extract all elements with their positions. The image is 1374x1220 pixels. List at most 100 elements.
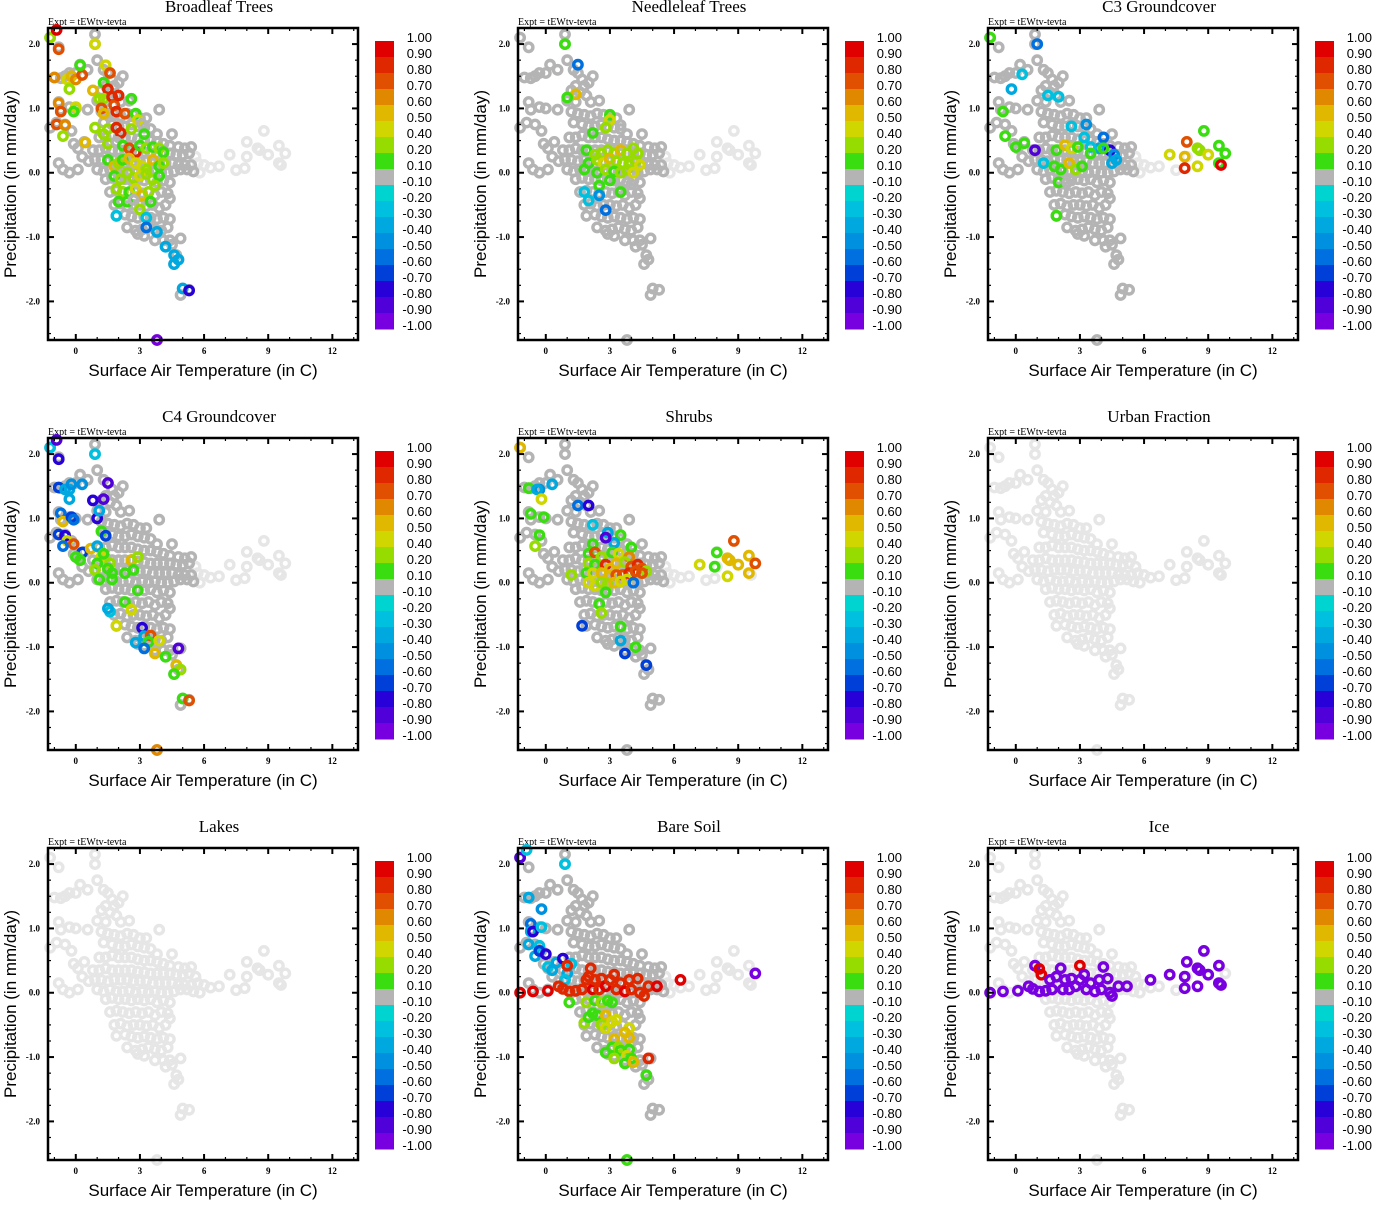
data-point [582, 557, 595, 570]
colorbar: 1.000.900.800.700.600.500.400.200.10-0.1… [1315, 850, 1372, 1153]
data-point [1005, 83, 1018, 96]
colorbar-label: -0.50 [872, 238, 902, 253]
x-tick-label: 0 [1014, 1166, 1019, 1176]
axes-frame [46, 846, 360, 1162]
neutral-point [1003, 166, 1016, 179]
data-point [1084, 147, 1097, 160]
colorbar-bin [375, 595, 394, 612]
x-tick-label: 12 [1268, 1166, 1278, 1176]
background-point [1076, 1007, 1089, 1020]
background-point [1056, 596, 1069, 608]
data-point [140, 221, 153, 234]
neutral-point [539, 67, 552, 79]
colorbar-label: 0.90 [1347, 456, 1372, 471]
colorbar-bin [1315, 1005, 1334, 1022]
background-point [732, 968, 745, 981]
colorbar-label: -0.10 [402, 584, 432, 599]
data-point [1039, 984, 1052, 997]
scatter-panel: Shrubs Expt = tEWtv-tevta 0 3 6 9 12 2.0 1.0 0.0 -… [470, 407, 930, 810]
y-tick-label: -2.0 [496, 1116, 511, 1126]
background-point [749, 147, 762, 160]
background-point [1103, 586, 1116, 599]
neutral-point [131, 621, 144, 634]
neutral-point [119, 541, 131, 554]
colorbar: 1.000.900.800.700.600.500.400.200.10-0.1… [845, 30, 902, 333]
colorbar-label: 0.40 [407, 126, 432, 141]
colorbar-bin [375, 249, 394, 266]
neutral-point [595, 1030, 608, 1043]
neutral-point [153, 513, 166, 526]
x-tick-label: 9 [1206, 1166, 1211, 1176]
background-point [1029, 448, 1041, 460]
data-point [561, 959, 574, 972]
y-tick-label: 0.0 [29, 578, 41, 588]
neutral-point [591, 927, 604, 940]
colorbar-bin [375, 169, 394, 186]
background-point [112, 940, 125, 953]
background-point [125, 1030, 138, 1043]
background-point [63, 921, 76, 934]
data-point [1037, 157, 1050, 170]
colorbar: 1.000.900.800.700.600.500.400.200.10-0.1… [1315, 30, 1372, 333]
x-tick-label: 12 [1268, 346, 1278, 356]
background-point [1080, 522, 1093, 535]
colorbar-bin [1315, 137, 1334, 154]
background-point [151, 967, 163, 980]
background-point [1073, 565, 1086, 578]
neutral-point [151, 213, 163, 226]
colorbar-label: -0.20 [1342, 190, 1372, 205]
colorbar-label: 0.60 [877, 914, 902, 929]
background-point [131, 993, 144, 1006]
neutral-point [81, 513, 94, 526]
neutral-point [542, 142, 554, 155]
colorbar-label: -0.40 [402, 1042, 432, 1057]
background-point [99, 993, 112, 1006]
neutral-point [644, 289, 657, 301]
y-tick-label: -2.0 [26, 296, 41, 306]
data-point [1033, 985, 1046, 998]
neutral-point [608, 620, 621, 633]
colorbar-label: -0.90 [402, 1122, 432, 1137]
data-point [533, 529, 546, 542]
background-point [163, 1012, 176, 1025]
colorbar-label: -0.80 [1342, 696, 1372, 711]
neutral-point [1052, 131, 1065, 144]
background-point [275, 159, 287, 171]
background-point [1054, 563, 1067, 576]
data-point [127, 193, 140, 206]
background-point [1003, 576, 1016, 589]
y-tick-label: 2.0 [499, 39, 511, 49]
neutral-point [533, 887, 546, 899]
axes-frame [986, 436, 1300, 752]
colorbar-bin [1315, 185, 1334, 202]
neutral-point [591, 107, 604, 120]
colorbar-label: 0.60 [1347, 94, 1372, 109]
background-point [176, 968, 189, 981]
background-point [1003, 921, 1016, 934]
neutral-point [1021, 103, 1034, 116]
background-point [81, 923, 94, 936]
colorbar-bin [845, 861, 864, 878]
data-point [586, 126, 599, 139]
data-point [116, 153, 129, 166]
background-point [1052, 530, 1065, 543]
background-point [723, 964, 736, 977]
data-point [157, 157, 170, 170]
data-point [593, 598, 606, 610]
colorbar-bin [1315, 547, 1334, 564]
neutral-point [539, 887, 552, 899]
background-point [1123, 1103, 1136, 1116]
colorbar-label: 0.80 [877, 472, 902, 487]
background-point [1153, 570, 1165, 583]
neutral-point [151, 623, 163, 636]
background-point [1078, 1030, 1091, 1043]
background-point [1018, 955, 1031, 968]
background-point [93, 951, 106, 964]
colorbar-label: -0.50 [402, 238, 432, 253]
background-point [262, 558, 275, 571]
neutral-point [163, 602, 176, 615]
data-point [1078, 968, 1091, 981]
neutral-point [988, 71, 1001, 84]
colorbar-label: -0.40 [1342, 222, 1372, 237]
data-point [125, 123, 138, 135]
